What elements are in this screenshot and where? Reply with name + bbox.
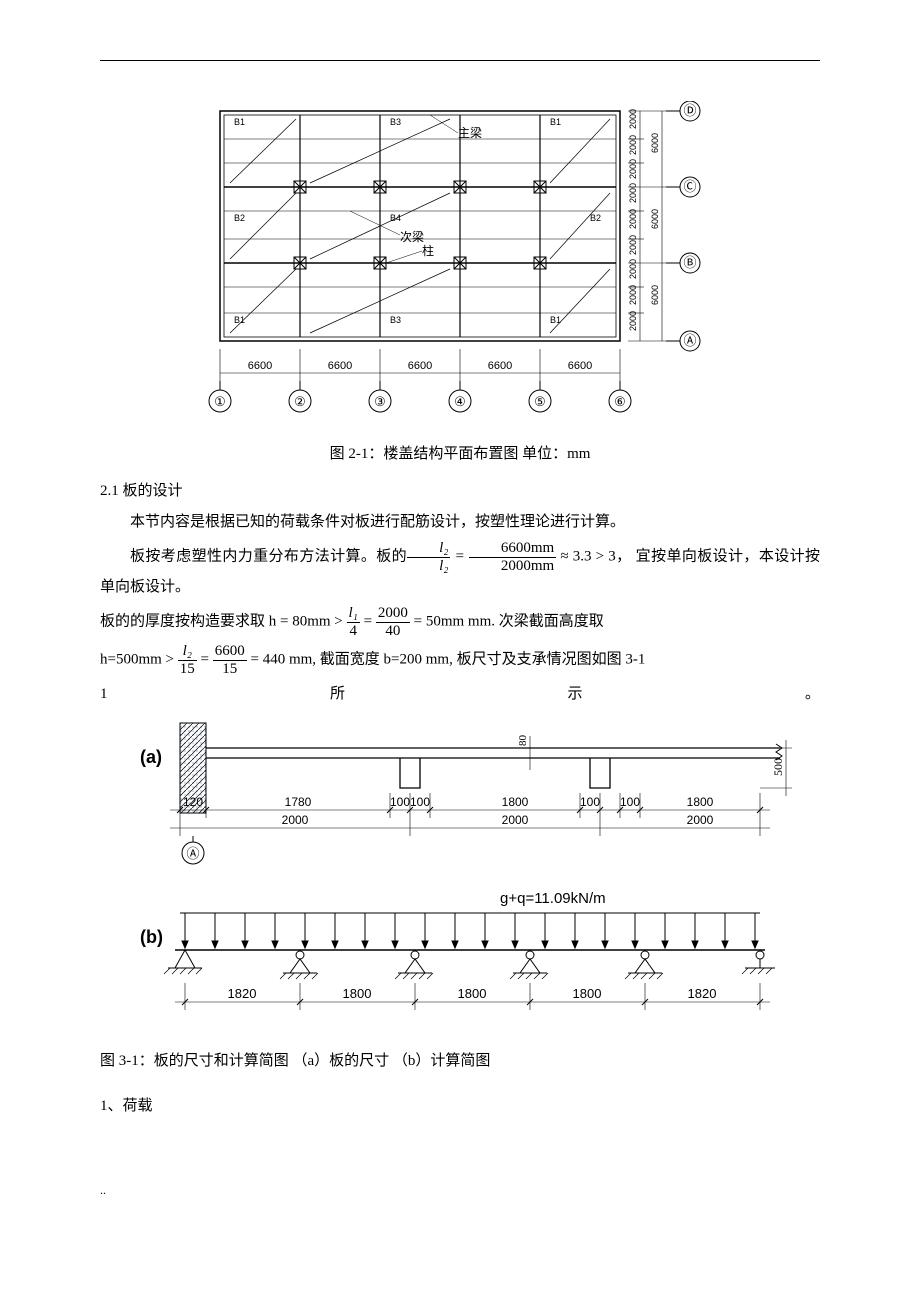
svg-text:B2: B2 [234, 213, 245, 223]
svg-text:1820: 1820 [688, 986, 717, 1001]
svg-text:1820: 1820 [228, 986, 257, 1001]
svg-text:2000: 2000 [687, 813, 714, 827]
caption-prefix: 图 2-1： [330, 446, 384, 462]
svg-text:500: 500 [771, 758, 785, 776]
svg-text:1800: 1800 [343, 986, 372, 1001]
svg-text:2000: 2000 [628, 285, 638, 305]
svg-text:①: ① [214, 394, 226, 409]
svg-text:(b): (b) [140, 927, 163, 947]
svg-text:⑤: ⑤ [534, 394, 546, 409]
section-3-heading: 1、荷载 [100, 1093, 820, 1120]
svg-text:100: 100 [620, 795, 640, 809]
svg-text:1800: 1800 [687, 795, 714, 809]
svg-text:Ⓐ: Ⓐ [683, 333, 696, 348]
svg-text:B2: B2 [590, 213, 601, 223]
svg-text:2000: 2000 [628, 159, 638, 179]
para-2: 板按考虑塑性内力重分布方法计算。板的l₂l₂ = 6600mm2000mm ≈ … [100, 540, 820, 601]
svg-text:Ⓑ: Ⓑ [683, 255, 696, 270]
svg-text:主梁: 主梁 [458, 125, 482, 140]
footer-dots: .. [100, 1180, 820, 1202]
figure-3-1: (a) 80 500 [100, 718, 820, 1038]
para-3: 板的的厚度按构造要求取 h = 80mm > l₁4 = 200040 = 50… [100, 605, 820, 639]
svg-text:6000: 6000 [650, 209, 660, 229]
para-4: h=500mm > l₂15 = 660015 = 440 mm, 截面宽度 b… [100, 643, 820, 677]
svg-text:2000: 2000 [628, 311, 638, 331]
svg-text:100: 100 [580, 795, 600, 809]
svg-text:B3: B3 [390, 117, 401, 127]
svg-text:6600: 6600 [568, 360, 592, 372]
p3-text-a: 板的的厚度按构造要求取 h = 80mm > [100, 613, 347, 629]
section-2-1-heading: 2.1 板的设计 [100, 478, 820, 505]
svg-text:6000: 6000 [650, 285, 660, 305]
svg-text:B4: B4 [390, 213, 401, 223]
para-1: 本节内容是根据已知的荷载条件对板进行配筋设计，按塑性理论进行计算。 [100, 509, 820, 536]
top-rule [100, 60, 820, 61]
svg-text:100: 100 [390, 795, 410, 809]
figure-2-1: B1 B3 B1 B2 B4 B2 B1 B3 B1 主梁 次梁 柱 2000 [100, 101, 820, 431]
svg-text:6600: 6600 [488, 360, 512, 372]
svg-text:g+q=11.09kN/m: g+q=11.09kN/m [500, 890, 606, 907]
p2-text-a: 板按考虑塑性内力重分布方法计算。板的 [130, 548, 407, 564]
section-svg: (a) 80 500 [120, 718, 800, 1038]
svg-text:6600: 6600 [248, 360, 272, 372]
svg-text:B1: B1 [550, 315, 561, 325]
svg-text:120: 120 [183, 795, 203, 809]
svg-text:80: 80 [517, 735, 529, 747]
svg-text:2000: 2000 [628, 135, 638, 155]
svg-text:2000: 2000 [628, 209, 638, 229]
svg-text:100: 100 [410, 795, 430, 809]
svg-text:(a): (a) [140, 747, 162, 767]
svg-text:2000: 2000 [628, 183, 638, 203]
caption-text: 楼盖结构平面布置图 单位：mm [383, 446, 590, 462]
svg-text:1780: 1780 [285, 795, 312, 809]
svg-text:⑥: ⑥ [614, 394, 626, 409]
svg-text:Ⓐ: Ⓐ [186, 846, 199, 861]
svg-text:6600: 6600 [408, 360, 432, 372]
svg-text:2000: 2000 [282, 813, 309, 827]
svg-text:2000: 2000 [502, 813, 529, 827]
svg-text:B1: B1 [234, 315, 245, 325]
p4-text-b: = 440 mm, 截面宽度 b=200 mm, 板尺寸及支承情况图如图 3-1 [247, 651, 646, 667]
svg-text:2000: 2000 [628, 235, 638, 255]
para-5-spread: 1 所 示 。 [100, 681, 820, 708]
svg-text:6000: 6000 [650, 133, 660, 153]
svg-text:Ⓓ: Ⓓ [683, 103, 696, 118]
svg-text:④: ④ [454, 394, 466, 409]
svg-text:1800: 1800 [502, 795, 529, 809]
svg-text:2000: 2000 [628, 259, 638, 279]
svg-text:次梁: 次梁 [400, 229, 424, 244]
plan-svg: B1 B3 B1 B2 B4 B2 B1 B3 B1 主梁 次梁 柱 2000 [200, 101, 720, 431]
svg-text:Ⓒ: Ⓒ [683, 179, 696, 194]
svg-text:1800: 1800 [458, 986, 487, 1001]
svg-text:B3: B3 [390, 315, 401, 325]
svg-text:B1: B1 [234, 117, 245, 127]
figure-3-1-caption: 图 3-1：板的尺寸和计算简图 （a）板的尺寸 （b）计算简图 [100, 1048, 820, 1075]
svg-text:③: ③ [374, 394, 386, 409]
svg-text:B1: B1 [550, 117, 561, 127]
p4-text-a: h=500mm > [100, 651, 178, 667]
svg-text:6600: 6600 [328, 360, 352, 372]
svg-text:②: ② [294, 394, 306, 409]
figure-2-1-caption: 图 2-1：楼盖结构平面布置图 单位：mm [100, 441, 820, 468]
svg-text:柱: 柱 [422, 243, 434, 258]
p3-text-b: = 50mm mm. 次梁截面高度取 [410, 613, 604, 629]
svg-text:1800: 1800 [573, 986, 602, 1001]
svg-text:2000: 2000 [628, 109, 638, 129]
